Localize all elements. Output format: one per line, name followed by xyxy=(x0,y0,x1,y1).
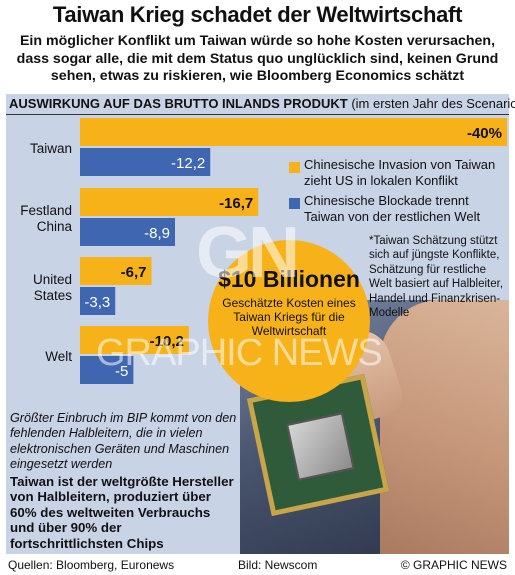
category-label: United States xyxy=(33,272,72,303)
legend-blockade: Chinesische Blockade trennt Taiwan von d… xyxy=(304,193,480,225)
data-label: -10,2 xyxy=(150,333,184,350)
semiconductor-note: Größter Einbruch im BIP kommt von den fe… xyxy=(10,411,237,472)
data-label: -40% xyxy=(467,125,502,142)
data-label: -12,2 xyxy=(171,155,205,172)
cost-amount: $10 Billionen xyxy=(218,266,360,292)
bar-invasion xyxy=(80,188,259,216)
legend-blockade-line1: Chinesische Blockade trennt xyxy=(304,193,469,208)
section-title: AUSWIRKUNG AUF DAS BRUTTO INLANDS PRODUK… xyxy=(9,96,348,111)
watermark-text: GRAPHIC NEWS xyxy=(96,332,383,374)
category-label: Taiwan xyxy=(30,141,72,156)
footer-sources: Quellen: Bloomberg, Euronews xyxy=(8,558,175,572)
page-title: Taiwan Krieg schadet der Weltwirtschaft xyxy=(52,2,463,27)
data-label: -5 xyxy=(115,363,128,380)
data-label: -3,3 xyxy=(84,294,110,311)
footer-copyright: © GRAPHIC NEWS xyxy=(400,558,507,572)
bar-invasion xyxy=(80,326,189,354)
data-label: -8,9 xyxy=(144,225,170,242)
bar-blockade xyxy=(80,287,116,315)
bar-blockade xyxy=(80,356,134,384)
legend-swatch-blockade xyxy=(289,198,300,209)
header-rule xyxy=(6,114,509,115)
legend-invasion-line1: Chinesische Invasion von Taiwan xyxy=(304,157,496,172)
legend-blockade-line2: Taiwan von der restlichen Welt xyxy=(304,209,481,224)
page-subtitle: Ein möglicher Konflikt um Taiwan würde s… xyxy=(16,33,499,84)
section-title-note: (im ersten Jahr des Scenario)* xyxy=(351,96,515,111)
data-label: -16,7 xyxy=(219,195,253,212)
footnote: *Taiwan Schätzung stützt sich auf jüngst… xyxy=(369,235,504,320)
footer-image-credit: Bild: Newscom xyxy=(238,558,318,572)
bar-invasion xyxy=(80,257,152,285)
data-label: -6,7 xyxy=(121,264,147,281)
bar-invasion xyxy=(80,118,507,146)
watermark-logo: GN xyxy=(196,213,300,293)
bar-blockade xyxy=(80,148,211,176)
bar-blockade xyxy=(80,218,176,246)
cost-description: Geschätzte Kosten eines Taiwan Kriegs fü… xyxy=(222,296,356,339)
legend-invasion-line2: zieht US in lokalen Konflikt xyxy=(304,173,458,188)
legend-swatch-invasion xyxy=(289,162,300,173)
hand-image xyxy=(380,300,509,554)
section-header: AUSWIRKUNG AUF DAS BRUTTO INLANDS PRODUK… xyxy=(6,94,515,114)
footer: Quellen: Bloomberg, Euronews Bild: Newsc… xyxy=(6,556,509,574)
cost-callout: $10 Billionen Geschätzte Kosten eines Ta… xyxy=(208,240,370,402)
legend-invasion: Chinesische Invasion von Taiwan zieht US… xyxy=(304,157,495,189)
taiwan-fact: Taiwan ist der weltgrößte Hersteller von… xyxy=(10,474,234,551)
category-label: Festland China xyxy=(20,203,72,234)
category-label: Welt xyxy=(45,349,72,364)
